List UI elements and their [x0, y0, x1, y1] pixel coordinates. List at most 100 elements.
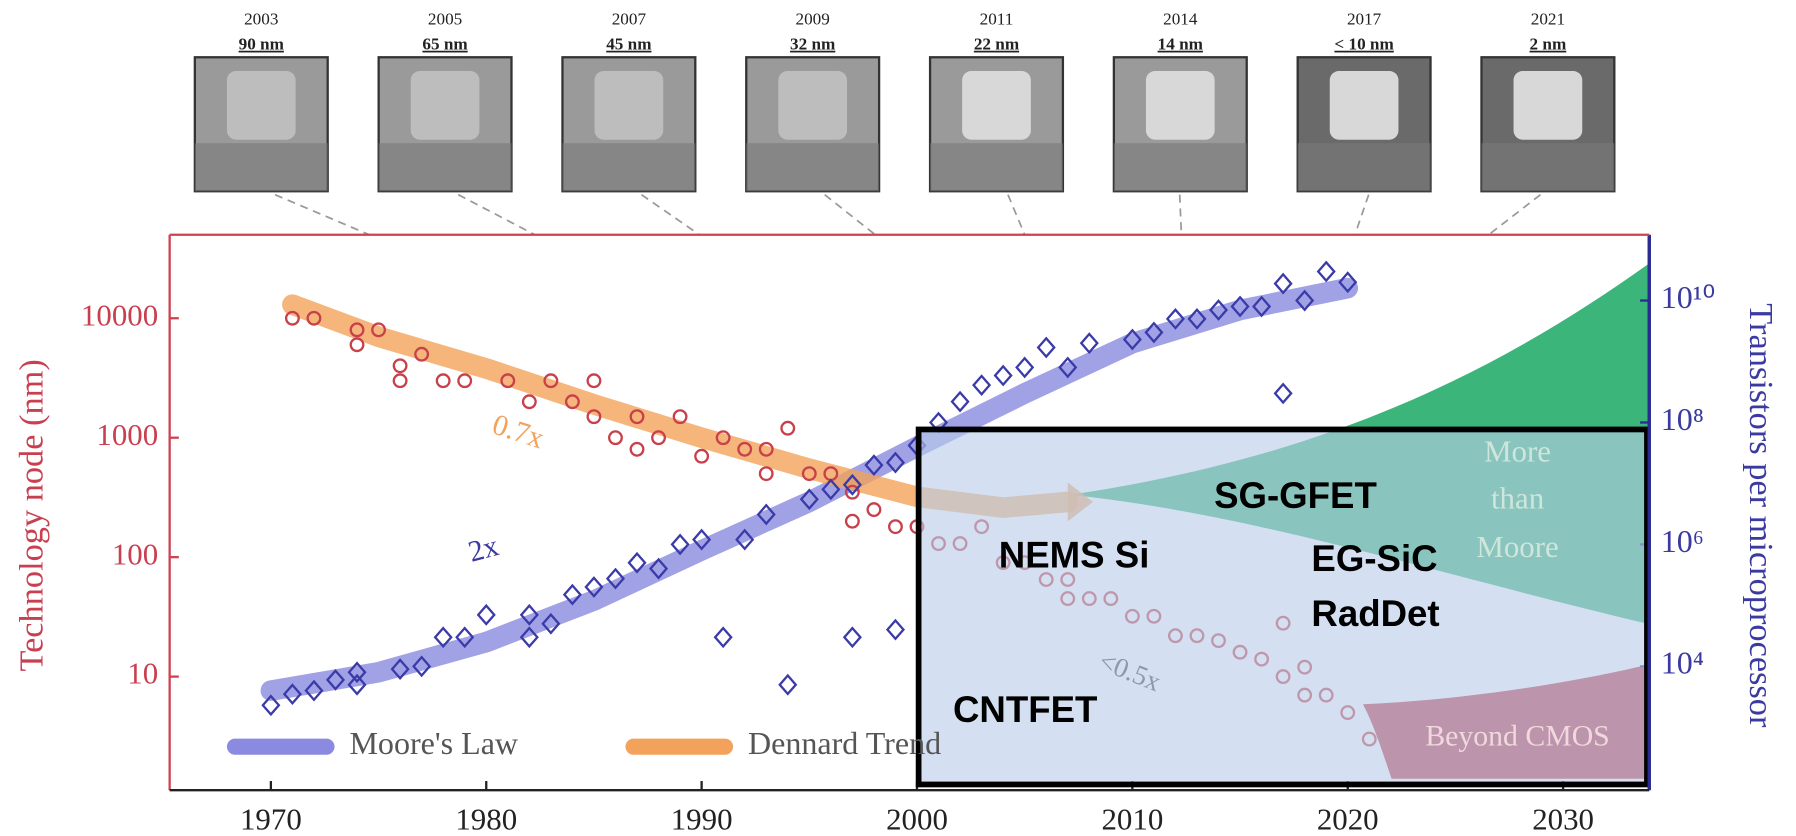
- data-point: [1316, 260, 1336, 283]
- data-point: [392, 373, 408, 389]
- data-point: [993, 364, 1013, 387]
- thumbnails: 2003 90 nm 2005 65 nm 2007 45 nm 2009 32 nm 2011…: [193, 10, 1616, 193]
- thumb-year: 2017: [1347, 10, 1382, 29]
- thumb-detail: [1145, 71, 1215, 140]
- data-point: [347, 673, 367, 696]
- thumb-detail: [194, 143, 328, 192]
- data-point: [1079, 332, 1099, 355]
- y2-tick-label: 10¹⁰: [1661, 279, 1716, 315]
- thumb-detail: [1297, 143, 1431, 192]
- thumb-year: 2021: [1531, 10, 1565, 29]
- y-axis-title: Technology node (nm): [12, 359, 50, 671]
- data-point: [866, 502, 882, 518]
- data-point: [435, 373, 451, 389]
- data-point: [780, 420, 796, 436]
- data-point: [1338, 271, 1358, 294]
- data-point: [284, 310, 300, 326]
- data-point: [521, 394, 537, 410]
- label: CNTFET: [953, 689, 1097, 730]
- thumb-node: < 10 nm: [1334, 35, 1393, 54]
- data-point: [888, 519, 903, 535]
- thumb-detail: [1513, 71, 1583, 140]
- data-point: [801, 466, 817, 482]
- data-point: [758, 466, 774, 482]
- trend-band: [260, 277, 1359, 701]
- data-point: [414, 346, 430, 362]
- legend-label: Dennard Trend: [748, 725, 941, 761]
- x-tick-label: 1990: [671, 801, 733, 836]
- thumb-detail: [962, 71, 1031, 140]
- data-point: [1208, 299, 1229, 321]
- data-point: [715, 430, 731, 446]
- data-point: [1015, 356, 1035, 379]
- data-point: [325, 668, 346, 691]
- data-point: [713, 626, 733, 649]
- thumb-detail: [746, 143, 880, 192]
- label: RadDet: [1311, 593, 1439, 634]
- y-tick-label: 10000: [81, 297, 158, 332]
- highlight-box: [915, 426, 1650, 788]
- data-point: [433, 626, 453, 649]
- thumb-node: 45 nm: [606, 35, 651, 54]
- data-point: [584, 576, 604, 598]
- data-point: [842, 473, 862, 496]
- x-tick-label: 1970: [240, 801, 302, 836]
- y2-tick-label: 10⁸: [1661, 401, 1704, 437]
- annotation: More: [1484, 434, 1551, 469]
- data-point: [758, 441, 774, 457]
- y-tick-label: 1000: [96, 417, 158, 452]
- data-point: [261, 694, 281, 717]
- thumb-detail: [1113, 143, 1247, 192]
- y-tick-label: 100: [112, 536, 158, 571]
- thumb-detail: [778, 71, 848, 140]
- thumb-node: 65 nm: [422, 35, 467, 54]
- data-point: [1273, 382, 1293, 405]
- x-tick-label: 2010: [1101, 801, 1163, 836]
- data-point: [651, 430, 666, 446]
- data-point: [821, 478, 841, 501]
- x-tick-label: 2000: [886, 801, 948, 836]
- data-point: [735, 528, 755, 551]
- data-point: [629, 409, 645, 425]
- x-tick-label: 2030: [1532, 801, 1594, 836]
- data-point: [541, 612, 561, 635]
- data-point: [349, 322, 365, 338]
- x-tick-label: 2020: [1317, 801, 1379, 836]
- data-point: [885, 451, 905, 474]
- data-point: [543, 373, 559, 389]
- x-tick-label: 1980: [455, 801, 517, 836]
- thumb-year: 2011: [980, 10, 1014, 29]
- data-point: [842, 626, 862, 649]
- thumb-detail: [378, 143, 512, 192]
- annotation: Moore: [1476, 529, 1558, 564]
- data-point: [562, 583, 582, 606]
- thumb-detail: [594, 71, 664, 140]
- data-point: [1295, 289, 1315, 312]
- data-point: [950, 390, 970, 413]
- data-point: [1144, 321, 1164, 344]
- data-point: [844, 513, 860, 529]
- thumb-year: 2009: [796, 10, 830, 29]
- thumb-node: 32 nm: [790, 35, 835, 54]
- data-point: [457, 373, 473, 389]
- data-point: [608, 430, 623, 446]
- data-point: [1036, 336, 1056, 359]
- axes: [168, 233, 1651, 792]
- label: SG-GFET: [1214, 475, 1377, 516]
- data-point: [564, 394, 580, 410]
- data-point: [476, 603, 496, 626]
- data-point: [412, 655, 432, 678]
- thumb-detail: [930, 143, 1063, 192]
- data-point: [844, 484, 860, 500]
- thumb-detail: [562, 143, 696, 192]
- data-point: [455, 626, 475, 649]
- data-point: [694, 448, 710, 464]
- data-point: [306, 310, 322, 326]
- thumb-year: 2007: [612, 10, 647, 29]
- legend-label: Moore's Law: [349, 725, 518, 761]
- data-point: [1273, 272, 1293, 295]
- data-point: [1252, 295, 1272, 318]
- data-point: [1165, 308, 1185, 330]
- data-point: [1230, 295, 1250, 318]
